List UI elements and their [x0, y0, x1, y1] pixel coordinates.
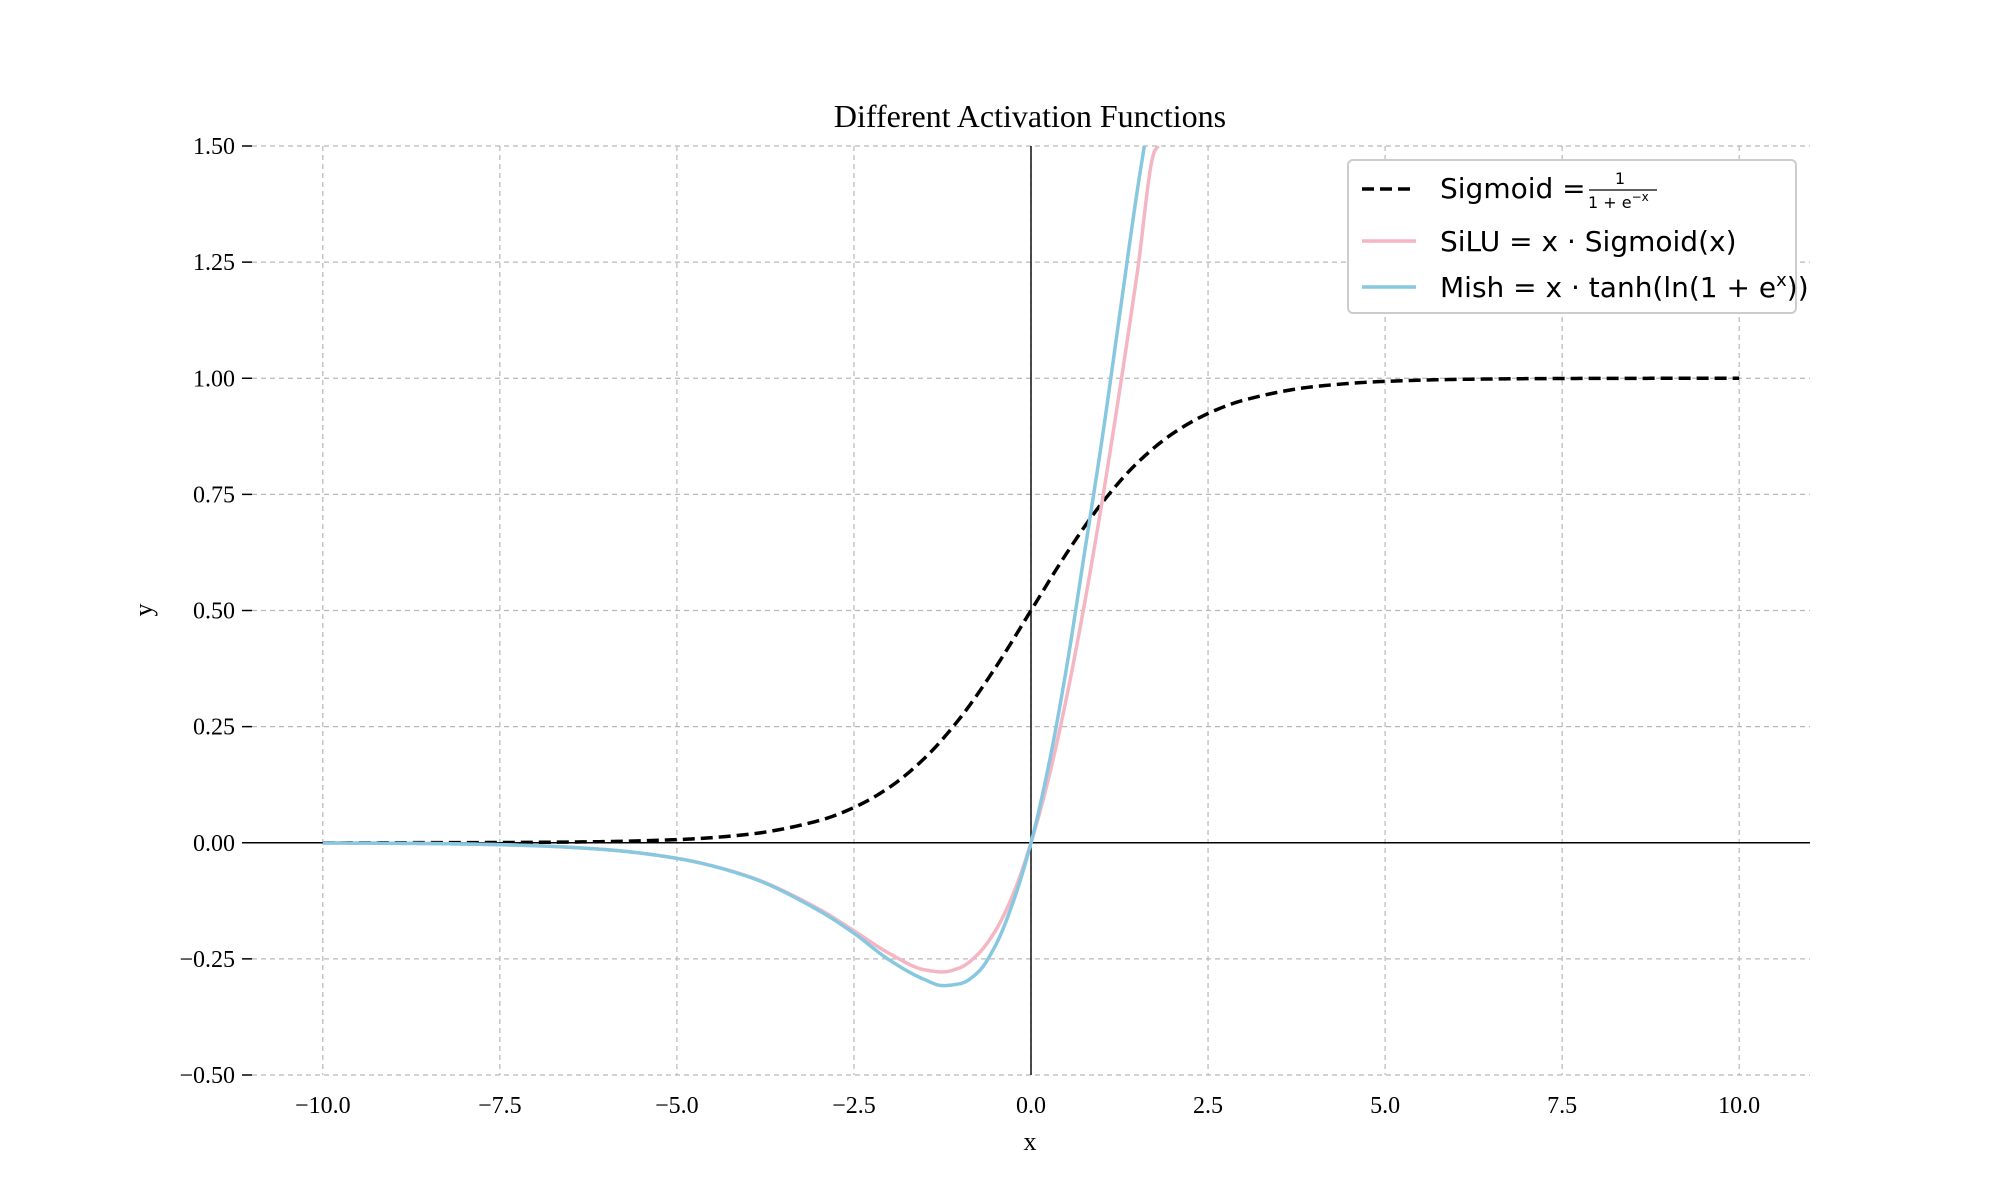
y-tick-label: −0.25 — [179, 947, 235, 973]
legend: Sigmoid = 1 1 + e−x SiLU = x · Sigmoid(x… — [1347, 159, 1809, 314]
legend-label-silu: SiLU = x · Sigmoid(x) — [1440, 225, 1737, 258]
ticks: −10.0 −7.5 −5.0 −2.5 0.0 2.5 5.0 7.5 10.0 −0.50 −0… — [179, 134, 1760, 1119]
legend-label-sigmoid: Sigmoid = — [1440, 172, 1586, 205]
y-tick-label: 0.00 — [193, 831, 235, 857]
series-line-sigmoid — [322, 376, 1740, 845]
y-tick-label: 0.50 — [193, 599, 235, 625]
x-tick-label: −10.0 — [295, 1093, 351, 1119]
y-tick-label: 0.25 — [193, 715, 235, 741]
x-tick-label: 7.5 — [1547, 1093, 1577, 1119]
x-tick-label: −5.0 — [655, 1093, 699, 1119]
y-tick-label: 1.50 — [193, 134, 235, 160]
legend-label-mish: Mish = x · tanh(ln(1 + ex)) — [1440, 270, 1809, 304]
y-axis-label: y — [129, 604, 158, 617]
y-tick-label: 0.75 — [193, 482, 235, 508]
series-line-mish — [322, 146, 1147, 988]
legend-sigmoid-numerator: 1 — [1615, 169, 1625, 188]
legend-box — [1347, 159, 1797, 314]
y-tick-label: 1.25 — [193, 250, 235, 276]
x-tick-label: 10.0 — [1718, 1093, 1760, 1119]
series-line-silu — [322, 146, 1160, 974]
x-axis-label: x — [1024, 1127, 1037, 1156]
y-tick-label: −0.50 — [179, 1063, 235, 1089]
chart-title: Different Activation Functions — [834, 98, 1226, 134]
x-tick-label: 0.0 — [1016, 1093, 1046, 1119]
x-tick-label: −7.5 — [478, 1093, 522, 1119]
x-tick-label: 5.0 — [1370, 1093, 1400, 1119]
legend-sigmoid-denominator: 1 + e−x — [1588, 190, 1649, 212]
x-tick-label: 2.5 — [1193, 1093, 1223, 1119]
series — [322, 146, 1740, 988]
y-tick-label: 1.00 — [193, 366, 235, 392]
x-tick-label: −2.5 — [832, 1093, 876, 1119]
